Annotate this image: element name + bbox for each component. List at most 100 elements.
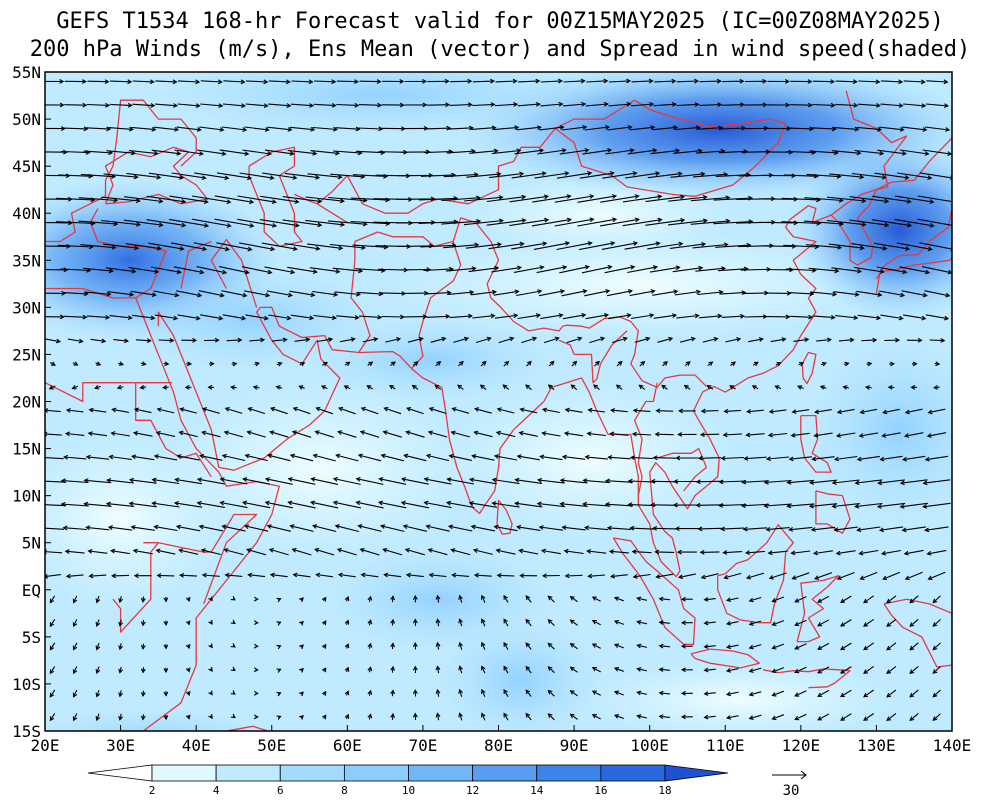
wind-vector-arrow bbox=[683, 384, 691, 390]
wind-vector-arrow bbox=[627, 478, 656, 484]
wind-vector-arrow bbox=[569, 643, 578, 650]
wind-vector-arrow bbox=[766, 314, 791, 320]
wind-vector-arrow bbox=[570, 384, 578, 391]
wind-vector-arrow bbox=[151, 501, 180, 508]
wind-vector-arrow bbox=[854, 149, 885, 156]
wind-vector-arrow bbox=[208, 666, 213, 672]
wind-vector-arrow bbox=[744, 314, 768, 319]
wind-vector-arrow bbox=[669, 241, 707, 249]
wind-vector-arrow bbox=[494, 313, 519, 319]
wind-vector-arrow bbox=[518, 430, 538, 437]
wind-vector-arrow bbox=[514, 148, 545, 155]
wind-vector-arrow bbox=[221, 126, 248, 133]
wind-vector-arrow bbox=[290, 314, 315, 321]
wind-vector-arrow bbox=[698, 313, 723, 319]
wind-vector-arrow bbox=[262, 172, 298, 180]
wind-vector-arrow bbox=[840, 642, 852, 651]
coastline-segment bbox=[800, 414, 832, 473]
wind-vector-arrow bbox=[518, 78, 541, 84]
wind-vector-arrow bbox=[367, 595, 373, 602]
wind-vector-arrow bbox=[856, 290, 883, 298]
wind-vector-arrow bbox=[536, 265, 568, 274]
wind-vector-arrow bbox=[489, 171, 525, 179]
wind-vector-arrow bbox=[108, 454, 132, 461]
wind-vector-arrow bbox=[894, 218, 935, 228]
wind-vector-arrow bbox=[886, 712, 897, 721]
wind-vector-arrow bbox=[703, 691, 716, 697]
wind-vector-arrow bbox=[265, 149, 295, 156]
lat-tick-label: 50N bbox=[12, 110, 41, 129]
wind-vector-arrow bbox=[808, 267, 840, 274]
wind-vector-arrow bbox=[932, 595, 941, 604]
colorbar: 2 4 6 8 10 12 14 16 18 bbox=[87, 764, 729, 797]
wind-vector-arrow bbox=[636, 596, 648, 602]
wind-vector-arrow bbox=[636, 667, 648, 672]
wind-vector-arrow bbox=[200, 79, 223, 85]
wind-vector-arrow bbox=[797, 385, 804, 390]
wind-vector-arrow bbox=[493, 524, 518, 532]
wind-vector-arrow bbox=[472, 313, 496, 319]
wind-vector-arrow bbox=[253, 690, 259, 696]
coastline-segment bbox=[260, 306, 413, 370]
wind-vector-arrow bbox=[171, 172, 207, 181]
wind-vector-arrow bbox=[559, 264, 590, 274]
wind-vector-arrow bbox=[654, 78, 677, 84]
wind-vector-arrow bbox=[899, 479, 928, 486]
wind-vector-arrow bbox=[863, 689, 875, 698]
wind-vector-arrow bbox=[111, 573, 130, 579]
wind-vector-arrow bbox=[525, 712, 532, 721]
wind-vector-arrow bbox=[473, 572, 492, 578]
lon-tick-label: 130E bbox=[857, 736, 896, 755]
wind-vector-arrow bbox=[427, 430, 448, 438]
wind-vector-arrow bbox=[163, 667, 169, 674]
wind-vector-arrow bbox=[591, 620, 601, 626]
wind-vector-arrow bbox=[72, 713, 78, 722]
wind-vector-arrow bbox=[768, 572, 787, 580]
wind-vector-arrow bbox=[541, 407, 560, 414]
wind-vector-arrow bbox=[817, 595, 830, 603]
wind-vector-arrow bbox=[400, 500, 430, 509]
wind-vector-arrow bbox=[826, 196, 867, 204]
wind-vector-arrow bbox=[517, 101, 541, 107]
wind-vector-arrow bbox=[130, 290, 157, 298]
wind-vector-arrow bbox=[106, 150, 136, 156]
wind-vector-arrow bbox=[131, 454, 155, 461]
lon-tick-label: 120E bbox=[782, 736, 821, 755]
wind-vector-arrow bbox=[175, 524, 201, 532]
wind-vector-arrow bbox=[627, 502, 656, 508]
wind-vector-arrow bbox=[925, 314, 950, 321]
wind-vector-arrow bbox=[909, 712, 919, 722]
wind-vector-arrow bbox=[814, 572, 833, 580]
wind-vector-arrow bbox=[185, 620, 191, 626]
wind-vector-arrow bbox=[744, 102, 768, 108]
wind-vector-arrow bbox=[101, 219, 141, 227]
wind-vector-arrow bbox=[932, 713, 941, 721]
wind-vector-arrow bbox=[223, 430, 244, 438]
wind-vector-arrow bbox=[613, 596, 624, 602]
wind-vector-arrow bbox=[284, 242, 321, 251]
lat-tick-label: 40N bbox=[12, 204, 41, 223]
wind-vector-arrow bbox=[559, 147, 590, 155]
wind-vector-arrow bbox=[609, 573, 628, 579]
wind-vector-arrow bbox=[49, 666, 56, 675]
wind-vector-arrow bbox=[358, 314, 383, 320]
wind-vector-arrow bbox=[87, 431, 108, 437]
wind-vector-arrow bbox=[854, 479, 883, 486]
wind-vector-arrow bbox=[247, 572, 266, 578]
wind-vector-arrow bbox=[434, 384, 442, 390]
wind-vector-arrow bbox=[50, 361, 56, 366]
wind-vector-arrow bbox=[67, 338, 84, 344]
wind-vector-arrow bbox=[289, 453, 314, 462]
wind-vector-arrow bbox=[435, 641, 441, 650]
wind-vector-arrow bbox=[148, 172, 185, 180]
wind-vector-arrow bbox=[571, 360, 578, 367]
wind-vector-arrow bbox=[163, 361, 170, 367]
wind-vector-arrow bbox=[629, 289, 656, 297]
wind-vector-arrow bbox=[151, 149, 182, 156]
lon-tick-label: 140E bbox=[933, 736, 972, 755]
wind-vector-arrow bbox=[241, 266, 273, 275]
wind-vector-arrow bbox=[466, 171, 502, 178]
wind-vector-arrow bbox=[107, 525, 133, 531]
wind-vector-arrow bbox=[208, 361, 215, 367]
